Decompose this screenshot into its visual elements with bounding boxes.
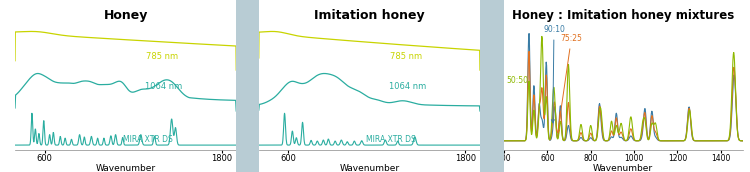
Text: MIRA XTR DS: MIRA XTR DS: [123, 135, 172, 144]
X-axis label: Wavenumber: Wavenumber: [593, 164, 653, 172]
Text: 50:50: 50:50: [506, 76, 529, 85]
Text: 785 nm: 785 nm: [390, 52, 422, 61]
Text: 1064 nm: 1064 nm: [145, 82, 182, 91]
Text: MIRA XTR DS: MIRA XTR DS: [367, 135, 416, 144]
Text: 90:10: 90:10: [543, 25, 565, 123]
Title: Honey : Imitation honey mixtures: Honey : Imitation honey mixtures: [512, 9, 734, 22]
X-axis label: Wavenumber: Wavenumber: [95, 164, 156, 172]
Title: Imitation honey: Imitation honey: [314, 9, 424, 22]
Text: 785 nm: 785 nm: [146, 52, 178, 61]
Title: Honey: Honey: [104, 9, 148, 22]
Text: 75:25: 75:25: [556, 34, 582, 133]
X-axis label: Wavenumber: Wavenumber: [339, 164, 400, 172]
Text: 1064 nm: 1064 nm: [388, 82, 426, 91]
